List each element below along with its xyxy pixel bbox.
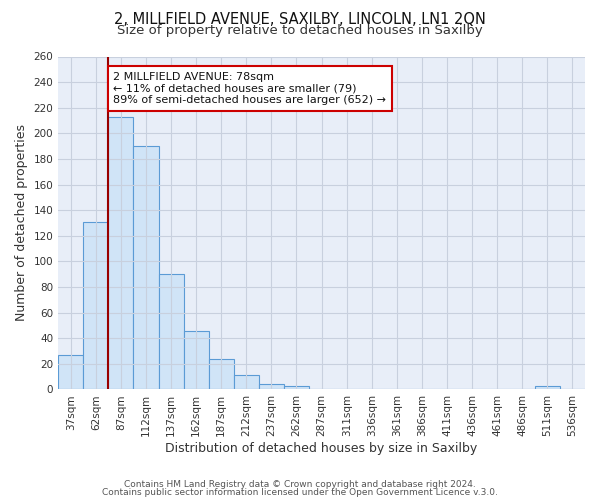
Text: Contains public sector information licensed under the Open Government Licence v.: Contains public sector information licen… [102,488,498,497]
Bar [234,376,259,390]
Bar [58,355,83,390]
Text: 2, MILLFIELD AVENUE, SAXILBY, LINCOLN, LN1 2QN: 2, MILLFIELD AVENUE, SAXILBY, LINCOLN, L… [114,12,486,28]
X-axis label: Distribution of detached houses by size in Saxilby: Distribution of detached houses by size … [166,442,478,455]
Text: 2 MILLFIELD AVENUE: 78sqm
← 11% of detached houses are smaller (79)
89% of semi-: 2 MILLFIELD AVENUE: 78sqm ← 11% of detac… [113,72,386,105]
Bar [259,384,284,390]
Text: Size of property relative to detached houses in Saxilby: Size of property relative to detached ho… [117,24,483,37]
Bar [109,116,133,390]
Bar [209,358,234,390]
Y-axis label: Number of detached properties: Number of detached properties [15,124,28,322]
Bar [158,274,184,390]
Bar [535,386,560,390]
Bar [284,386,309,390]
Text: Contains HM Land Registry data © Crown copyright and database right 2024.: Contains HM Land Registry data © Crown c… [124,480,476,489]
Bar [133,146,158,390]
Bar [83,222,109,390]
Bar [184,330,209,390]
